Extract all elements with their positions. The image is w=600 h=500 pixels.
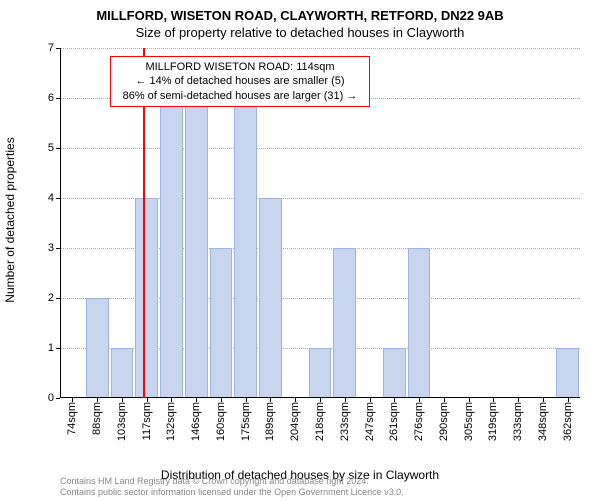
bar <box>210 248 233 398</box>
x-tick-label: 362sqm <box>562 402 574 441</box>
gridline <box>60 148 580 149</box>
x-tick-label: 132sqm <box>165 402 177 441</box>
x-tick-label: 146sqm <box>190 402 202 441</box>
y-tick-label: 5 <box>48 142 54 154</box>
y-tick-label: 1 <box>48 342 54 354</box>
y-tick-label: 4 <box>48 192 54 204</box>
x-tick-label: 261sqm <box>388 402 400 441</box>
bar <box>185 98 208 398</box>
footer-line: Contains HM Land Registry data © Crown c… <box>60 476 404 487</box>
y-tick-label: 2 <box>48 292 54 304</box>
bar <box>111 348 134 398</box>
y-axis-line <box>60 48 61 398</box>
page-title: MILLFORD, WISETON ROAD, CLAYWORTH, RETFO… <box>0 0 600 23</box>
x-tick-label: 74sqm <box>66 402 78 435</box>
x-tick-label: 290sqm <box>438 402 450 441</box>
bar <box>333 248 356 398</box>
footer-line: Contains public sector information licen… <box>60 487 404 498</box>
x-tick-label: 117sqm <box>141 402 153 440</box>
y-tick-mark <box>56 398 60 399</box>
annotation-box: MILLFORD WISETON ROAD: 114sqm← 14% of de… <box>110 56 370 107</box>
x-tick-label: 333sqm <box>512 402 524 441</box>
y-tick-label: 6 <box>48 92 54 104</box>
x-tick-label: 247sqm <box>364 402 376 441</box>
x-tick-label: 319sqm <box>487 402 499 441</box>
annotation-line: MILLFORD WISETON ROAD: 114sqm <box>117 60 363 74</box>
y-axis-label: Number of detached properties <box>3 137 17 302</box>
x-tick-label: 233sqm <box>339 402 351 441</box>
chart-plot-area: 0123456774sqm88sqm103sqm117sqm132sqm146s… <box>60 48 580 398</box>
x-tick-label: 88sqm <box>91 402 103 435</box>
x-tick-label: 276sqm <box>413 402 425 441</box>
page-subtitle: Size of property relative to detached ho… <box>0 23 600 40</box>
gridline <box>60 48 580 49</box>
x-tick-label: 189sqm <box>264 402 276 441</box>
x-tick-label: 103sqm <box>116 402 128 441</box>
bar <box>408 248 431 398</box>
x-tick-label: 218sqm <box>314 402 326 441</box>
x-tick-label: 204sqm <box>289 402 301 441</box>
x-tick-label: 175sqm <box>240 402 252 441</box>
bar <box>86 298 109 398</box>
y-tick-label: 7 <box>48 42 54 54</box>
x-axis-line <box>60 397 580 398</box>
bar <box>160 98 183 398</box>
annotation-line: ← 14% of detached houses are smaller (5) <box>117 74 363 88</box>
bar <box>309 348 332 398</box>
footer-attribution: Contains HM Land Registry data © Crown c… <box>60 476 404 498</box>
bar <box>556 348 579 398</box>
y-tick-label: 0 <box>48 392 54 404</box>
y-tick-label: 3 <box>48 242 54 254</box>
annotation-line: 86% of semi-detached houses are larger (… <box>117 89 363 103</box>
bar <box>234 98 257 398</box>
bar <box>135 198 158 398</box>
bar <box>383 348 406 398</box>
x-tick-label: 348sqm <box>537 402 549 441</box>
x-tick-label: 160sqm <box>215 402 227 441</box>
bar <box>259 198 282 398</box>
x-tick-label: 305sqm <box>463 402 475 441</box>
